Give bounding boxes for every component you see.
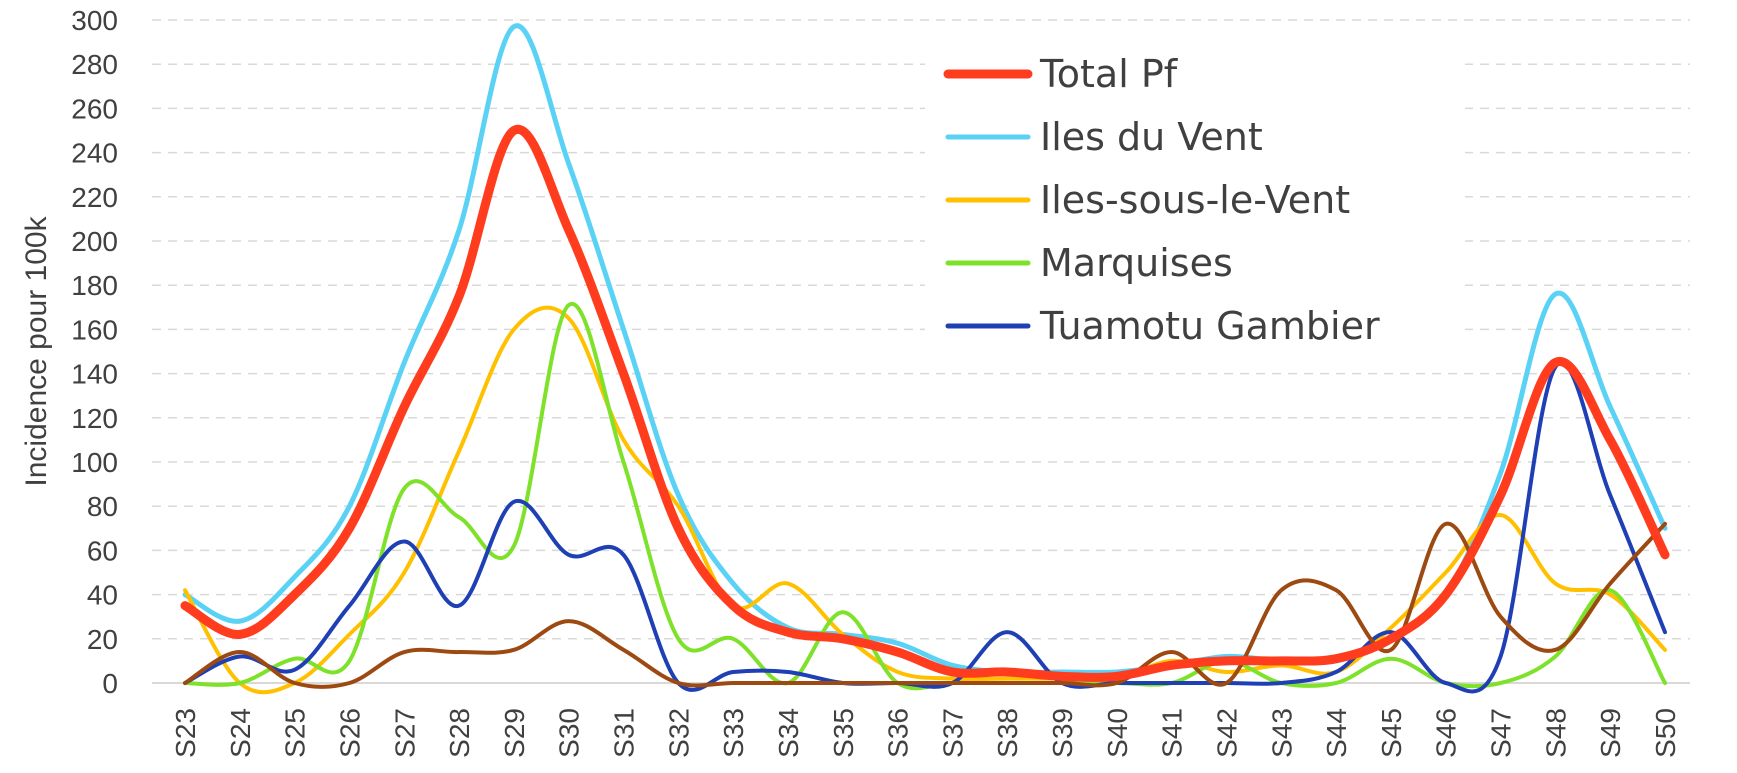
x-tick-label: S36 bbox=[883, 708, 914, 758]
x-tick-label: S33 bbox=[718, 708, 749, 758]
y-tick-label: 20 bbox=[87, 624, 118, 655]
x-tick-label: S34 bbox=[773, 708, 804, 758]
x-tick-label: S46 bbox=[1431, 708, 1462, 758]
x-tick-label: S32 bbox=[663, 708, 694, 758]
y-tick-label: 180 bbox=[71, 270, 118, 301]
series-line-iles-sous-le-vent bbox=[183, 305, 1667, 695]
y-axis-label: Incidence pour 100k bbox=[20, 215, 53, 486]
x-tick-label: S24 bbox=[225, 708, 256, 758]
series-line-total-pf bbox=[180, 124, 1670, 682]
series-line-unnamed-4 bbox=[183, 521, 1667, 689]
x-axis-ticks: S23 S24 S25 S26 S27 S28 S29 S30 S31 S32 S33 S34 S35 S… bbox=[170, 708, 1681, 758]
y-tick-label: 280 bbox=[71, 49, 118, 80]
x-tick-label: S28 bbox=[444, 708, 475, 758]
legend-label: Total Pf bbox=[1039, 52, 1179, 96]
x-tick-label: S44 bbox=[1321, 708, 1352, 758]
legend-label: Iles du Vent bbox=[1040, 115, 1263, 159]
y-tick-label: 260 bbox=[71, 93, 118, 124]
y-tick-label: 160 bbox=[71, 314, 118, 345]
x-tick-label: S48 bbox=[1540, 708, 1571, 758]
y-tick-label: 200 bbox=[71, 226, 118, 257]
legend-label: Tuamotu Gambier bbox=[1039, 304, 1380, 348]
y-tick-label: 40 bbox=[87, 580, 118, 611]
x-tick-label: S49 bbox=[1595, 708, 1626, 758]
x-tick-label: S45 bbox=[1376, 708, 1407, 758]
series-lines bbox=[180, 23, 1670, 695]
x-tick-label: S43 bbox=[1266, 708, 1297, 758]
x-tick-label: S30 bbox=[554, 708, 585, 758]
y-tick-label: 220 bbox=[71, 182, 118, 213]
y-tick-label: 60 bbox=[87, 535, 118, 566]
legend: Total Pf Iles du Vent Iles-sous-le-Vent Mar… bbox=[943, 52, 1380, 348]
x-tick-label: S38 bbox=[992, 708, 1023, 758]
x-tick-label: S26 bbox=[334, 708, 365, 758]
x-tick-label: S37 bbox=[937, 708, 968, 758]
y-tick-label: 80 bbox=[87, 491, 118, 522]
x-tick-label: S23 bbox=[170, 708, 201, 758]
legend-label: Iles-sous-le-Vent bbox=[1040, 178, 1350, 222]
y-tick-label: 140 bbox=[71, 359, 118, 390]
x-tick-label: S39 bbox=[1047, 708, 1078, 758]
y-tick-label: 0 bbox=[102, 668, 118, 699]
x-tick-label: S31 bbox=[609, 708, 640, 758]
y-tick-label: 100 bbox=[71, 447, 118, 478]
x-tick-label: S50 bbox=[1650, 708, 1681, 758]
x-tick-label: S42 bbox=[1211, 708, 1242, 758]
legend-label: Marquises bbox=[1040, 241, 1233, 285]
series-line-marquises bbox=[183, 301, 1667, 691]
x-tick-label: S25 bbox=[280, 708, 311, 758]
y-tick-label: 300 bbox=[71, 5, 118, 36]
x-tick-label: S40 bbox=[1102, 708, 1133, 758]
x-tick-label: S29 bbox=[499, 708, 530, 758]
x-tick-label: S41 bbox=[1157, 708, 1188, 758]
x-tick-label: S27 bbox=[389, 708, 420, 758]
y-tick-label: 240 bbox=[71, 138, 118, 169]
y-tick-label: 120 bbox=[71, 403, 118, 434]
x-tick-label: S47 bbox=[1486, 708, 1517, 758]
x-tick-label: S35 bbox=[828, 708, 859, 758]
y-axis-ticks: 0 20 40 60 80 100 120 140 160 180 200 220 240 260 280 3… bbox=[71, 5, 118, 699]
